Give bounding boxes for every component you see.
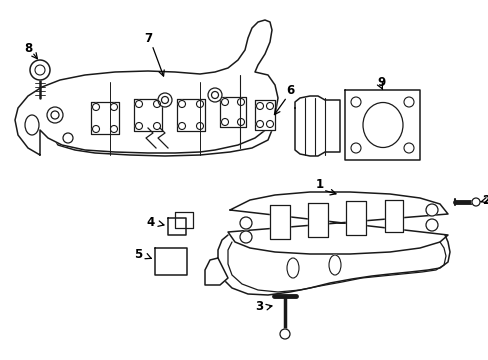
Circle shape	[256, 103, 263, 109]
Circle shape	[403, 97, 413, 107]
Polygon shape	[204, 258, 227, 285]
Circle shape	[237, 118, 244, 126]
Text: 2: 2	[481, 194, 488, 207]
Polygon shape	[346, 201, 365, 235]
Ellipse shape	[25, 115, 39, 135]
Circle shape	[240, 231, 251, 243]
Circle shape	[135, 122, 142, 130]
Polygon shape	[294, 96, 339, 156]
Circle shape	[92, 126, 99, 132]
Circle shape	[161, 96, 168, 104]
Polygon shape	[220, 97, 245, 127]
Text: 8: 8	[24, 41, 32, 54]
Text: 3: 3	[254, 301, 263, 314]
Circle shape	[178, 100, 185, 108]
Circle shape	[178, 122, 185, 130]
Circle shape	[240, 217, 251, 229]
Polygon shape	[177, 99, 204, 131]
Polygon shape	[345, 90, 419, 160]
Circle shape	[196, 122, 203, 130]
Ellipse shape	[328, 255, 340, 275]
Polygon shape	[384, 200, 402, 232]
Circle shape	[211, 91, 218, 99]
Circle shape	[280, 329, 289, 339]
Polygon shape	[91, 102, 119, 134]
Circle shape	[425, 204, 437, 216]
Text: 5: 5	[134, 248, 142, 261]
Circle shape	[237, 99, 244, 105]
Circle shape	[350, 143, 360, 153]
Polygon shape	[269, 205, 289, 239]
Polygon shape	[254, 100, 274, 130]
Polygon shape	[218, 235, 449, 295]
Text: 7: 7	[143, 31, 152, 45]
Circle shape	[266, 121, 273, 127]
Polygon shape	[168, 218, 185, 235]
Circle shape	[153, 122, 160, 130]
Circle shape	[110, 104, 117, 111]
Text: 4: 4	[146, 216, 155, 230]
Circle shape	[350, 97, 360, 107]
Text: 1: 1	[315, 179, 324, 192]
Polygon shape	[15, 20, 278, 155]
Circle shape	[221, 118, 228, 126]
Polygon shape	[227, 192, 447, 254]
Polygon shape	[307, 203, 327, 237]
Polygon shape	[52, 83, 271, 156]
Circle shape	[196, 100, 203, 108]
Polygon shape	[155, 248, 186, 275]
Circle shape	[153, 100, 160, 108]
Circle shape	[158, 93, 172, 107]
Circle shape	[110, 126, 117, 132]
Circle shape	[471, 198, 479, 206]
Circle shape	[35, 65, 45, 75]
Circle shape	[51, 111, 59, 119]
Circle shape	[221, 99, 228, 105]
Circle shape	[266, 103, 273, 109]
Circle shape	[207, 88, 222, 102]
Text: 9: 9	[377, 76, 386, 89]
Text: 6: 6	[285, 84, 293, 96]
Polygon shape	[134, 99, 162, 131]
Circle shape	[403, 143, 413, 153]
Ellipse shape	[362, 103, 402, 148]
Ellipse shape	[286, 258, 298, 278]
Circle shape	[47, 107, 63, 123]
Circle shape	[135, 100, 142, 108]
Circle shape	[425, 219, 437, 231]
Circle shape	[30, 60, 50, 80]
Circle shape	[92, 104, 99, 111]
Polygon shape	[175, 212, 193, 228]
Circle shape	[63, 133, 73, 143]
Circle shape	[256, 121, 263, 127]
